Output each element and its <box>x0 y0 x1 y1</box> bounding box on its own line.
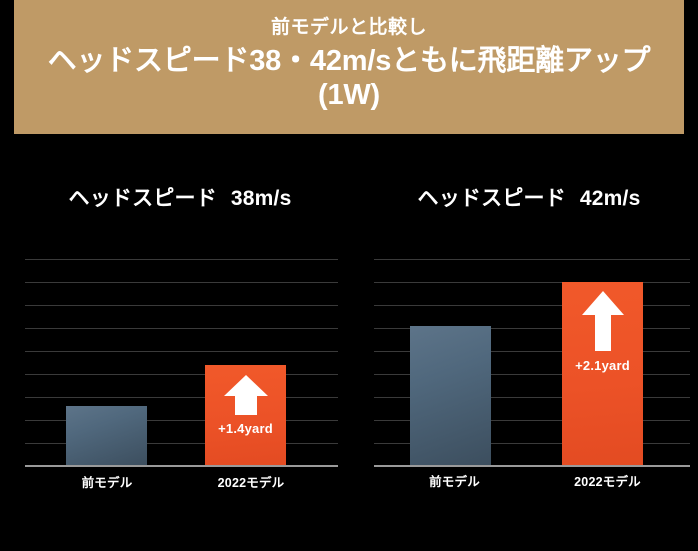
charts-area: ヘッドスピード 38m/s <box>0 134 698 551</box>
category-label-previous-42ms: 前モデル <box>429 475 480 489</box>
chart-title-value: 38m/s <box>230 187 292 210</box>
bar-previous-38ms[interactable] <box>66 406 147 466</box>
gridline <box>25 374 338 375</box>
axis-line-38ms <box>25 465 338 467</box>
chart-title-38ms: ヘッドスピード 38m/s <box>0 182 360 212</box>
chart-panel-38ms: ヘッドスピード 38m/s <box>0 134 360 551</box>
category-label-previous-38ms: 前モデル <box>81 476 133 490</box>
plot-area-38ms: +1.4yard <box>25 259 338 467</box>
gridline <box>25 351 338 352</box>
chart-title-value: 42m/s <box>579 187 641 210</box>
bar-previous-42ms[interactable] <box>410 326 491 466</box>
axis-line-42ms <box>374 465 690 467</box>
category-label-current-38ms: 2022モデル <box>217 476 285 490</box>
header-title-line2: (1W) <box>317 79 380 112</box>
chart-title-prefix: ヘッドスピード <box>417 187 566 210</box>
header-title: ヘッドスピード38・42m/sともに飛距離アップ (1W) <box>48 44 651 112</box>
bar-delta-label-38ms: +1.4yard <box>218 421 273 436</box>
bar-current-38ms[interactable]: +1.4yard <box>205 365 286 466</box>
header-title-line1: ヘッドスピード38・42m/sともに飛距離アップ <box>47 45 651 78</box>
bar-current-42ms[interactable]: +2.1yard <box>562 282 643 466</box>
chart-panel-42ms: ヘッドスピード 42m/s <box>360 134 698 551</box>
gridline <box>25 259 338 260</box>
bar-delta-label-42ms: +2.1yard <box>575 358 630 373</box>
up-arrow-icon <box>223 374 269 416</box>
category-label-current-42ms: 2022モデル <box>574 475 641 489</box>
gridline <box>25 282 338 283</box>
gridline <box>25 397 338 398</box>
up-arrow-icon <box>581 290 625 352</box>
header-subtitle: 前モデルと比較し <box>270 17 427 39</box>
chart-title-42ms: ヘッドスピード 42m/s <box>360 182 698 212</box>
gridline <box>25 328 338 329</box>
gridline <box>374 259 690 260</box>
plot-area-42ms: +2.1yard <box>374 259 690 467</box>
chart-title-prefix: ヘッドスピード <box>68 187 217 210</box>
header-banner: 前モデルと比較し ヘッドスピード38・42m/sともに飛距離アップ (1W) <box>14 0 684 134</box>
gridline <box>25 305 338 306</box>
